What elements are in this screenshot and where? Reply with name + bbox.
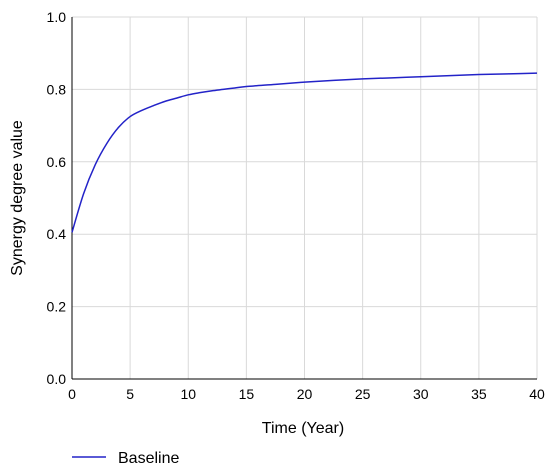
y-tick-label: 0.4 xyxy=(47,226,67,242)
x-tick-labels: 0 5 10 15 20 25 30 35 40 xyxy=(68,386,545,402)
x-tick-label: 30 xyxy=(413,386,429,402)
x-tick-label: 20 xyxy=(297,386,313,402)
legend: Baseline xyxy=(72,450,179,467)
y-tick-label: 0.0 xyxy=(47,371,67,387)
x-tick-label: 15 xyxy=(239,386,255,402)
x-tick-label: 10 xyxy=(180,386,196,402)
series-line-baseline xyxy=(71,72,538,233)
y-tick-label: 0.2 xyxy=(47,299,67,315)
y-tick-labels: 0.0 0.2 0.4 0.6 0.8 1.0 xyxy=(47,9,67,387)
axes xyxy=(71,17,537,380)
x-tick-label: 35 xyxy=(471,386,487,402)
x-tick-label: 5 xyxy=(126,386,134,402)
y-tick-label: 0.8 xyxy=(47,81,67,97)
y-tick-label: 0.6 xyxy=(47,154,67,170)
grid-lines xyxy=(71,16,538,380)
y-tick-label: 1.0 xyxy=(47,9,67,25)
x-tick-label: 40 xyxy=(529,386,545,402)
x-tick-label: 25 xyxy=(355,386,371,402)
legend-label: Baseline xyxy=(118,450,179,467)
series-lines xyxy=(71,72,538,233)
x-axis-label: Time (Year) xyxy=(262,420,344,437)
y-axis-label: Synergy degree value xyxy=(9,120,26,276)
x-tick-label: 0 xyxy=(68,386,76,402)
